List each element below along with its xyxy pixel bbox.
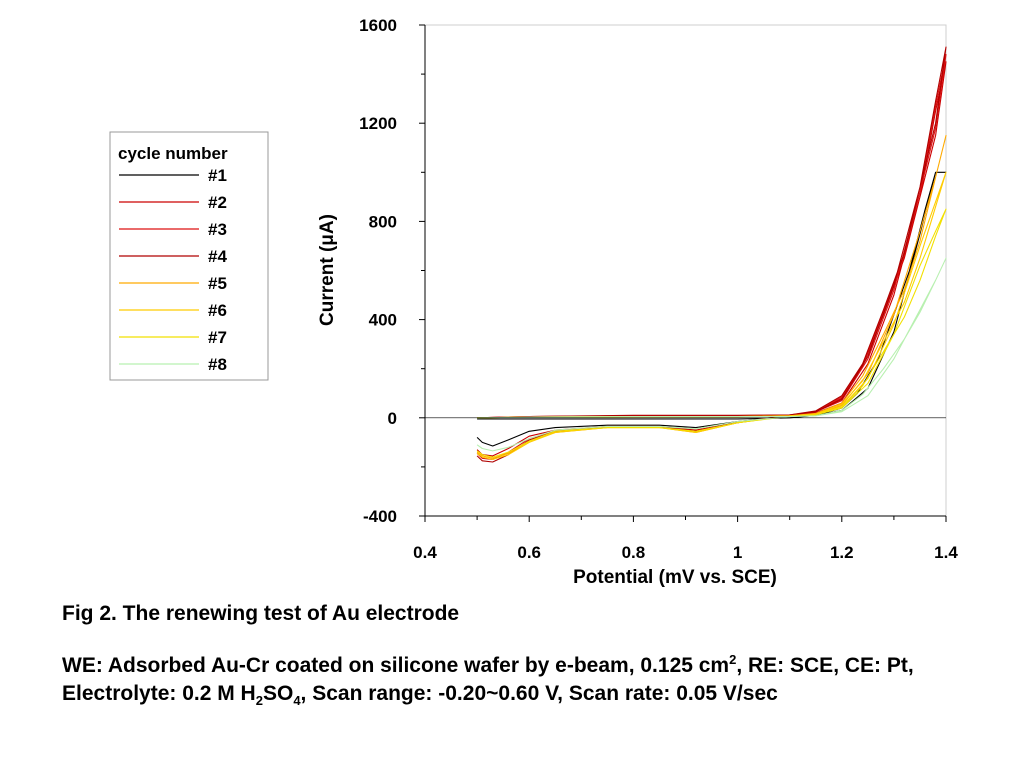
legend-items: #1 #2 #3 #4 #5 #6 #7 #8 (119, 166, 227, 374)
legend-label: #1 (208, 166, 227, 185)
x-tick-label: 1 (733, 543, 742, 562)
x-tick-label: 1.4 (934, 543, 958, 562)
series-line (476, 208, 947, 458)
y-tick-label: 0 (388, 409, 397, 428)
y-tick-label: -400 (363, 507, 397, 526)
figure-description: WE: Adsorbed Au-Cr coated on silicone wa… (62, 646, 992, 715)
desc-part-2: , RE: SCE, CE: Pt, Electrolyte: 0.2 M H (62, 654, 914, 705)
y-tick-label: 1200 (359, 114, 397, 133)
plot-frame (424, 24, 947, 517)
y-tick-label: 1600 (359, 16, 397, 35)
legend-label: #8 (208, 355, 227, 374)
y-axis-title: Current (μA) (317, 214, 338, 326)
series-layer (476, 46, 947, 463)
desc-part-1: WE: Adsorbed Au-Cr coated on silicone wa… (62, 654, 730, 677)
plot-area: 0.4 0.6 0.8 1 1.2 1.4 -400 0 400 800 1200 1600 (359, 16, 958, 562)
desc-superscript: 2 (729, 652, 737, 667)
legend-label: #7 (208, 328, 227, 347)
cv-chart: cycle number #1 #2 #3 #4 #5 #6 #7 #8 0.4 0.6 0.8 1… (109, 16, 958, 588)
desc-subscript-1: 2 (255, 693, 263, 709)
x-tick-label: 0.4 (413, 543, 437, 562)
series-line (476, 257, 947, 452)
legend-label: #3 (208, 220, 227, 239)
legend: cycle number #1 #2 #3 #4 #5 #6 #7 #8 (109, 131, 269, 381)
desc-subscript-2: 4 (293, 693, 301, 709)
legend-label: #5 (208, 274, 227, 293)
x-tick-label: 0.6 (517, 543, 541, 562)
y-tick-label: 400 (369, 311, 397, 330)
x-tick-label: 1.2 (830, 543, 854, 562)
legend-label: #2 (208, 193, 227, 212)
legend-label: #6 (208, 301, 227, 320)
y-tick-label: 800 (369, 212, 397, 231)
legend-label: #4 (208, 247, 227, 266)
desc-part-3: SO (262, 682, 294, 705)
figure-title: Fig 2. The renewing test of Au electrode (62, 602, 460, 625)
x-tick-label: 0.8 (622, 543, 646, 562)
x-axis-title: Potential (mV vs. SCE) (573, 567, 777, 588)
legend-title: cycle number (118, 144, 228, 163)
axes: 0.4 0.6 0.8 1 1.2 1.4 -400 0 400 800 1200 1600 (359, 16, 958, 562)
series-line (476, 171, 947, 461)
desc-part-4: , Scan range: -0.20~0.60 V, Scan rate: 0… (300, 682, 778, 705)
